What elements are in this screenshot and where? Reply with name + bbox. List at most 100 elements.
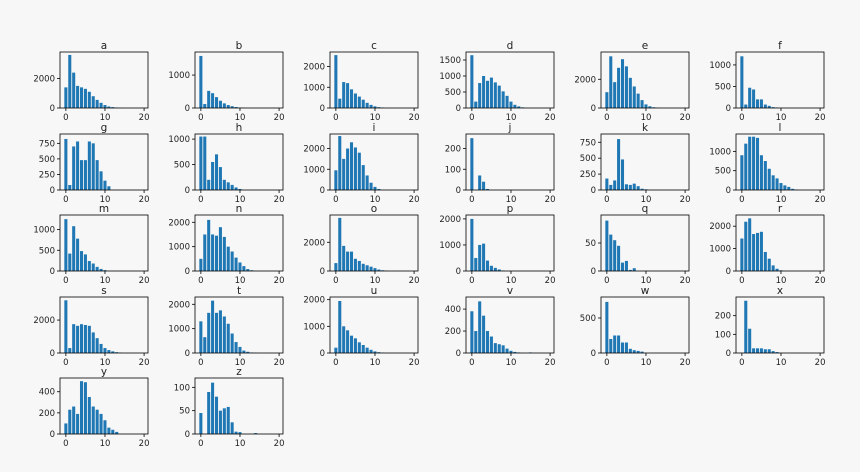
histogram-o: 0 10 20 0 2000 o: [303, 203, 419, 286]
x-tick-label: 10: [370, 113, 381, 123]
bar-f-3: [752, 89, 756, 108]
bar-p-1: [474, 257, 478, 271]
y-tick-label: 500: [715, 167, 731, 177]
y-tick-label: 0: [185, 104, 190, 114]
bar-e-4: [620, 59, 625, 108]
bar-d-12: [517, 106, 521, 108]
histogram-z: 0 10 20 0 50 100 z: [174, 366, 285, 449]
axes-frame: [194, 51, 284, 109]
panel-title: c: [371, 40, 377, 52]
bar-s-1: [68, 348, 72, 353]
x-tick-label: 10: [370, 276, 381, 286]
y-tick-label: 0: [591, 267, 596, 277]
bar-l-0: [740, 155, 744, 190]
bar-o-9: [369, 266, 373, 271]
x-tick-label: 10: [641, 358, 652, 368]
bar-i-0: [334, 170, 338, 190]
bar-b-1: [203, 104, 207, 108]
bar-r-3: [752, 234, 756, 271]
x-tick-label: 0: [333, 113, 338, 123]
y-tick-label: 250: [39, 170, 55, 180]
x-tick-label: 20: [545, 195, 556, 205]
bar-o-11: [377, 269, 381, 271]
bar-q-2: [613, 240, 617, 271]
panel-title: y: [101, 366, 107, 378]
bar-r-6: [763, 251, 767, 271]
bar-a-11: [107, 106, 111, 108]
bar-l-9: [775, 178, 779, 190]
y-tick-label: 200: [715, 312, 731, 322]
y-tick-label: 1000: [303, 165, 325, 175]
bar-b-4: [214, 97, 219, 108]
bar-d-11: [513, 104, 517, 108]
bar-q-4: [620, 262, 625, 271]
bar-f-6: [763, 104, 767, 108]
y-tick-label: 0: [50, 267, 55, 277]
bar-r-0: [740, 238, 744, 271]
y-tick-label: 1000: [709, 61, 731, 71]
panel-title: m: [99, 203, 109, 215]
bar-n-0: [199, 258, 203, 271]
axes-frame: [194, 133, 284, 191]
x-tick-label: 0: [63, 439, 68, 449]
panel-title: k: [642, 122, 649, 134]
axes-frame: [735, 133, 825, 191]
x-tick-label: 10: [506, 358, 517, 368]
bar-n-10: [238, 262, 242, 271]
bar-w-4: [620, 342, 625, 353]
x-tick-label: 10: [776, 195, 787, 205]
bar-k-4: [620, 159, 625, 190]
bar-q-1: [609, 234, 613, 271]
y-tick-label: 500: [580, 314, 596, 324]
axes-frame: [735, 214, 825, 272]
bar-s-9: [99, 343, 103, 353]
y-tick-label: 1000: [33, 226, 55, 236]
bar-n-9: [234, 257, 238, 271]
x-tick-label: 0: [198, 195, 203, 205]
bar-m-6: [87, 261, 91, 271]
bar-e-1: [609, 56, 613, 108]
bar-d-7: [497, 85, 501, 108]
x-tick-label: 20: [815, 358, 826, 368]
x-tick-label: 20: [274, 113, 285, 123]
y-tick-label: 2000: [709, 222, 731, 232]
bar-y-0: [64, 423, 68, 434]
x-tick-label: 20: [409, 195, 420, 205]
panel-title: u: [371, 285, 378, 297]
panel-title: r: [778, 203, 783, 215]
bar-l-8: [771, 175, 775, 190]
bar-n-2: [207, 219, 211, 271]
bar-x-1: [744, 300, 748, 353]
bar-t-12: [246, 351, 250, 353]
bar-h-5: [218, 167, 222, 190]
bar-q-0: [605, 220, 609, 271]
axes-frame: [194, 377, 284, 435]
y-tick-label: 1000: [439, 241, 461, 251]
y-tick-label: 100: [715, 330, 731, 340]
bar-s-6: [87, 325, 91, 353]
x-tick-label: 10: [776, 113, 787, 123]
y-tick-label: 0: [185, 430, 190, 440]
axes-frame: [59, 296, 149, 354]
bar-c-8: [365, 102, 369, 108]
bar-b-3: [211, 93, 215, 108]
bar-h-6: [222, 179, 226, 190]
axes-frame: [600, 133, 690, 191]
bar-b-7: [226, 105, 230, 108]
bar-a-8: [95, 99, 99, 108]
bar-z-14: [254, 433, 258, 434]
panel-title: w: [641, 285, 650, 297]
bar-g-0: [64, 138, 68, 190]
x-tick-label: 0: [469, 358, 474, 368]
panel-title: j: [508, 122, 512, 134]
axes-frame: [329, 214, 419, 272]
y-tick-label: 0: [591, 104, 596, 114]
panel-title: o: [371, 203, 377, 215]
x-tick-label: 20: [409, 358, 420, 368]
bar-a-1: [68, 54, 72, 108]
bar-n-7: [226, 246, 230, 271]
bar-s-10: [103, 348, 107, 353]
